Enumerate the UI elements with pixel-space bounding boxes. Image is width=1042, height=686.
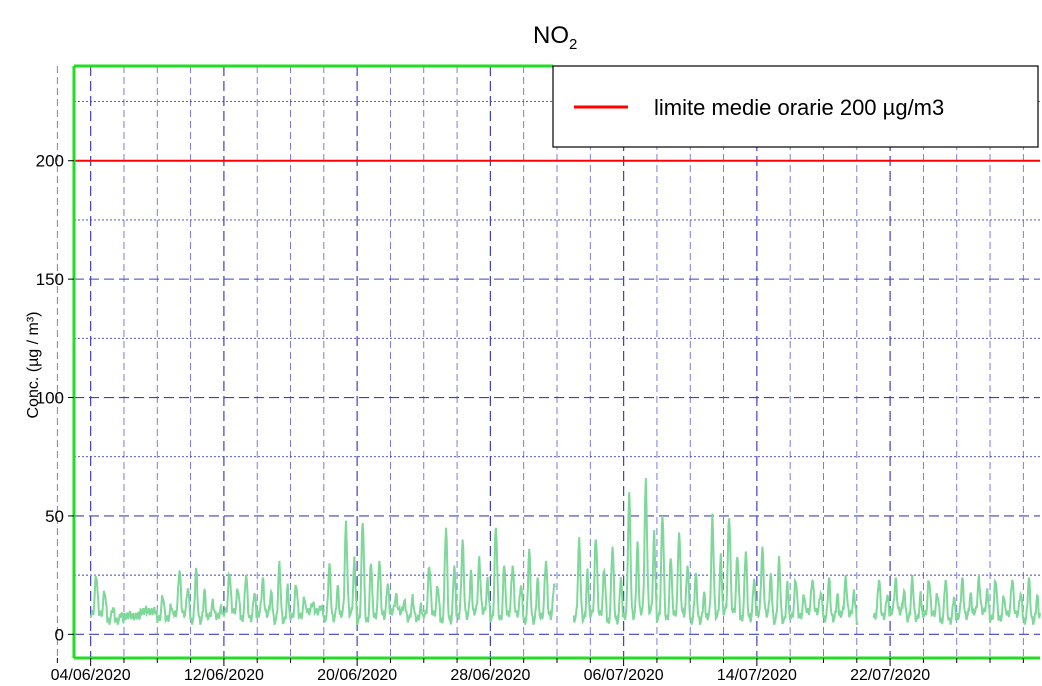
x-tick-label: 06/07/2020 (584, 667, 664, 684)
chart-title-main: NO (533, 22, 569, 49)
x-tick-label: 20/06/2020 (317, 667, 397, 684)
legend-box (552, 65, 1039, 148)
chart-title-subscript: 2 (569, 36, 577, 53)
legend: limite medie orarie 200 µg/m3 (552, 65, 1039, 148)
y-tick-label: 200 (36, 152, 64, 171)
y-tick-label: 100 (36, 389, 64, 408)
y-axis-label: Conc. (µg / m³) (25, 311, 42, 418)
chart-title: NO2 (533, 22, 577, 53)
x-tick-label: 12/06/2020 (184, 667, 264, 684)
series-line-no2 (89, 520, 556, 626)
series-line-no2 (872, 575, 1041, 625)
legend-entry-limit: limite medie orarie 200 µg/m3 (654, 95, 944, 120)
x-tick-label: 14/07/2020 (717, 667, 797, 684)
y-tick-label: 50 (45, 507, 64, 526)
series-line-no2 (572, 477, 859, 626)
plot-area: 0 50 100 150 200 04/06/2020 12/06/2020 20/06/20… (36, 64, 1041, 684)
x-tick-label: 22/07/2020 (850, 667, 930, 684)
x-tick-label: 28/06/2020 (450, 667, 530, 684)
y-tick-label: 150 (36, 270, 64, 289)
x-tick-label: 04/06/2020 (51, 667, 131, 684)
y-tick-label: 0 (55, 625, 64, 644)
